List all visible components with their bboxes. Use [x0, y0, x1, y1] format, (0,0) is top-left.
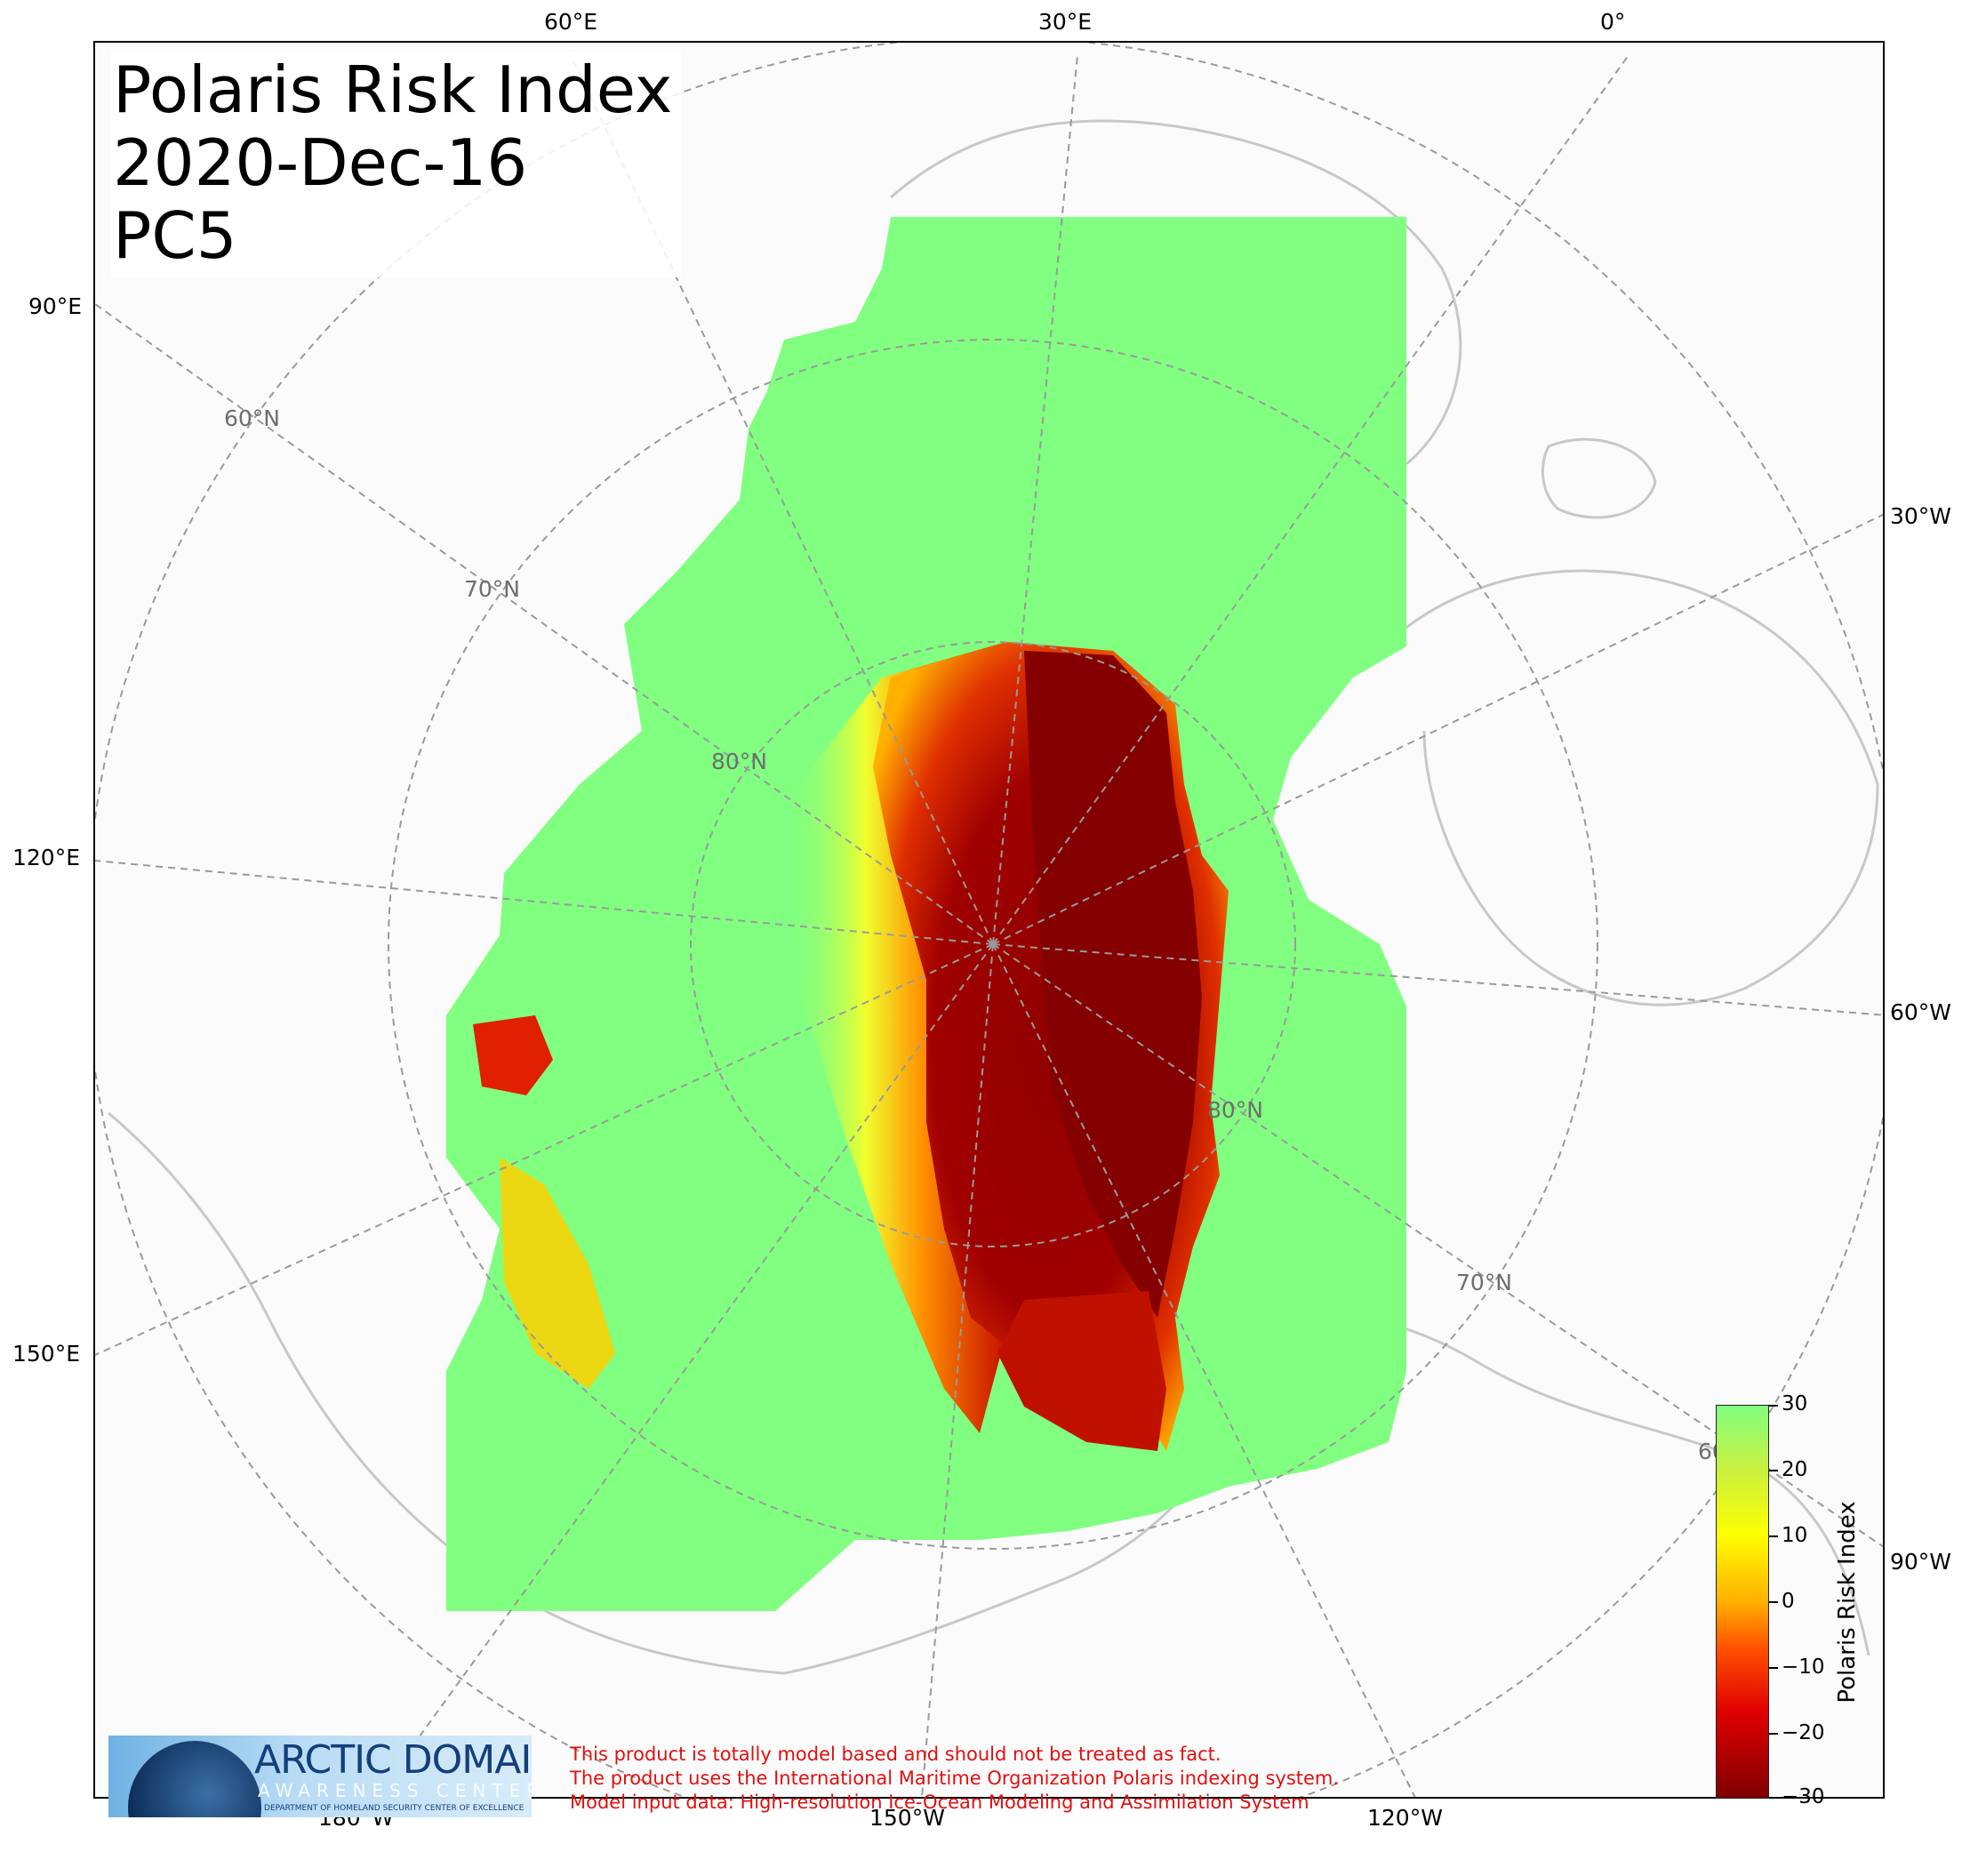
meridian-60w — [992, 943, 1883, 1016]
meridian-60e — [570, 54, 994, 945]
disclaimer-line-2: The product uses the International Marit… — [570, 1768, 1340, 1789]
lat-label-60n: 60°N — [224, 405, 281, 431]
risk-field — [473, 642, 1229, 1451]
colorbar-tick — [1769, 1601, 1778, 1603]
colorbar-tick — [1769, 1470, 1778, 1471]
meridian-90e — [95, 303, 994, 945]
lon-label-top-0: 0° — [1600, 9, 1626, 35]
map-title: Polaris Risk Index 2020-Dec-16 PC5 — [111, 52, 682, 277]
meridian-120e — [95, 860, 994, 945]
coast-siberia — [108, 1111, 785, 1675]
colorbar-label-10: 10 — [1782, 1524, 1808, 1547]
logo-line-1: ARCTIC DOMAIN — [254, 1737, 532, 1783]
colorbar-title: Polaris Risk Index — [1834, 1501, 1861, 1704]
risk-darkest — [1024, 651, 1202, 1318]
meridian-150w — [921, 943, 994, 1797]
ice-region-green-lower — [446, 1513, 589, 1611]
meridian-150e — [95, 943, 994, 1356]
arctic-domain-logo: ARCTIC DOMAIN AWARENESS CENTER A DEPARTM… — [108, 1736, 532, 1817]
colorbar-tick — [1769, 1405, 1778, 1407]
lon-label-right-60w: 60°W — [1890, 999, 1952, 1025]
colorbar-tick — [1769, 1797, 1778, 1799]
map-frame — [93, 41, 1885, 1799]
lon-label-top-60e: 60°E — [544, 9, 598, 35]
latitude-circle-80n — [690, 641, 1296, 1247]
lon-label-bottom-120w: 120°W — [1367, 1805, 1443, 1831]
disclaimer-line-3: Model input data: High-resolution Ice-Oc… — [570, 1792, 1309, 1813]
colorbar-label-20: 20 — [1782, 1458, 1808, 1481]
meridian-180w — [374, 943, 994, 1797]
meridian-30w — [992, 513, 1883, 945]
colorbar-tick — [1769, 1535, 1778, 1537]
lon-label-top-30e: 30°E — [1038, 9, 1093, 35]
colorbar-label-minus10: −10 — [1782, 1656, 1825, 1679]
coast-iceland — [1541, 437, 1657, 519]
title-line-1: Polaris Risk Index — [113, 52, 673, 127]
disclaimer: This product is totally model based and … — [570, 1743, 1339, 1815]
meridian-120w — [992, 943, 1416, 1797]
colorbar-label-30: 30 — [1782, 1392, 1808, 1415]
lon-label-left-150e: 150°E — [12, 1341, 81, 1367]
risk-left-coast — [500, 1158, 615, 1389]
coast-alaska — [783, 1459, 1213, 1675]
map-canvas — [95, 43, 1883, 1797]
latitude-circle-70n — [388, 339, 1598, 1550]
lon-label-right-90w: 90°W — [1890, 1549, 1952, 1575]
title-line-2: 2020-Dec-16 — [113, 125, 528, 200]
lon-label-left-90e: 90°E — [28, 293, 83, 319]
colorbar-label-minus20: −20 — [1782, 1721, 1825, 1744]
risk-small-patch — [473, 1015, 553, 1095]
risk-lower-spur — [997, 1291, 1166, 1451]
coast-greenland — [1388, 569, 1879, 1006]
disclaimer-line-1: This product is totally model based and … — [570, 1744, 1221, 1765]
lat-label-80n-east: 80°N — [1207, 1097, 1264, 1123]
colorbar — [1716, 1405, 1769, 1799]
meridian-0 — [992, 54, 1630, 945]
coast-scandinavia — [890, 119, 1462, 466]
logo-line-2: AWARENESS CENTER — [258, 1780, 532, 1801]
colorbar-tick — [1769, 1667, 1778, 1669]
lat-label-80n: 80°N — [711, 749, 768, 774]
lon-label-right-30w: 30°W — [1890, 503, 1952, 529]
graticule — [95, 43, 1883, 1797]
title-line-3: PC5 — [113, 198, 237, 273]
colorbar-tick — [1769, 1733, 1778, 1735]
colorbar-label-0: 0 — [1782, 1590, 1795, 1613]
colorbar-label-minus30: −30 — [1782, 1785, 1825, 1808]
lat-label-70n-east: 70°N — [1456, 1270, 1513, 1295]
globe-icon — [128, 1741, 261, 1817]
logo-line-3: A DEPARTMENT OF HOMELAND SECURITY CENTER… — [256, 1804, 525, 1813]
lat-label-70n: 70°N — [464, 576, 521, 602]
lon-label-bottom-150w: 150°W — [869, 1805, 945, 1831]
lon-label-left-120e: 120°E — [12, 845, 81, 870]
